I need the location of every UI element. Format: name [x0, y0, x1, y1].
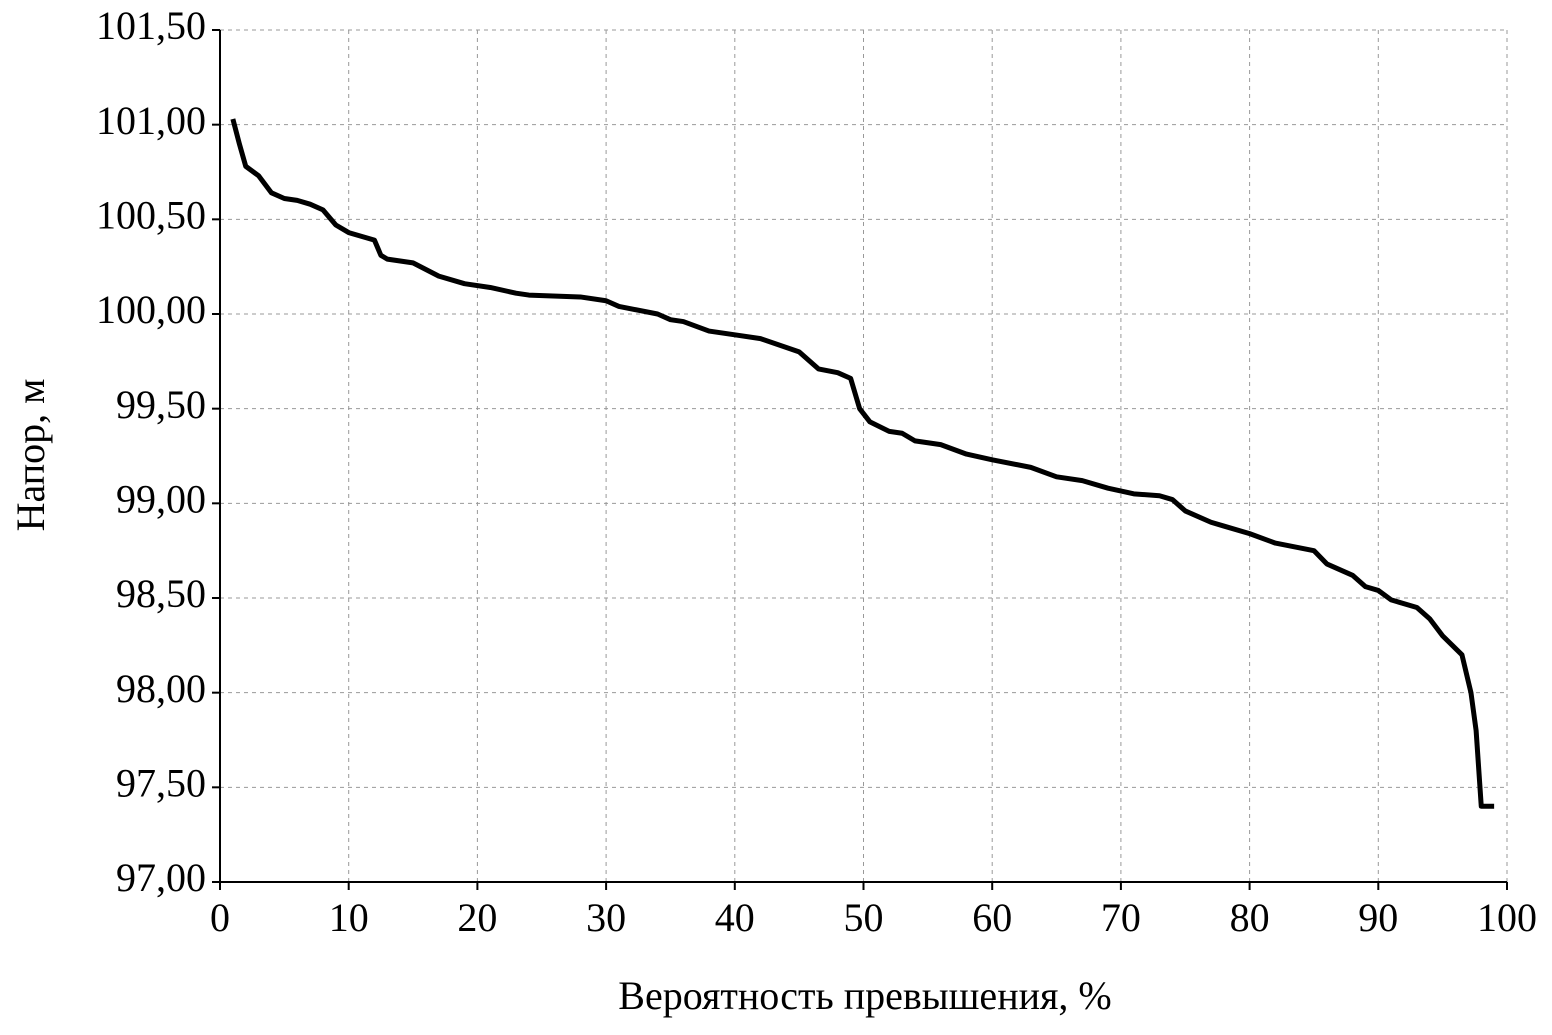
- y-tick-label: 100,50: [96, 193, 206, 238]
- x-tick-label: 50: [844, 895, 884, 940]
- data-line: [230, 118, 1495, 809]
- y-tick-label: 99,00: [116, 477, 206, 522]
- x-tick-label: 30: [586, 895, 626, 940]
- x-tick-label: 80: [1230, 895, 1270, 940]
- x-tick-label: 10: [329, 895, 369, 940]
- x-tick-label: 0: [210, 895, 230, 940]
- x-tick-label: 70: [1101, 895, 1141, 940]
- y-tick-label: 98,50: [116, 571, 206, 616]
- x-tick-label: 40: [715, 895, 755, 940]
- x-tick-label: 20: [457, 895, 497, 940]
- y-tick-label: 97,00: [116, 855, 206, 900]
- y-tick-label: 100,00: [96, 287, 206, 332]
- y-tick-label: 99,50: [116, 382, 206, 427]
- y-tick-label: 98,00: [116, 666, 206, 711]
- x-tick-label: 90: [1358, 895, 1398, 940]
- y-tick-label: 101,50: [96, 3, 206, 48]
- x-tick-label: 100: [1477, 895, 1537, 940]
- x-tick-label: 60: [972, 895, 1012, 940]
- y-tick-label: 97,50: [116, 761, 206, 806]
- x-axis-label: Вероятность превышения, %: [618, 973, 1111, 1018]
- y-tick-label: 101,00: [96, 98, 206, 143]
- y-axis-label: Напор, м: [8, 379, 53, 532]
